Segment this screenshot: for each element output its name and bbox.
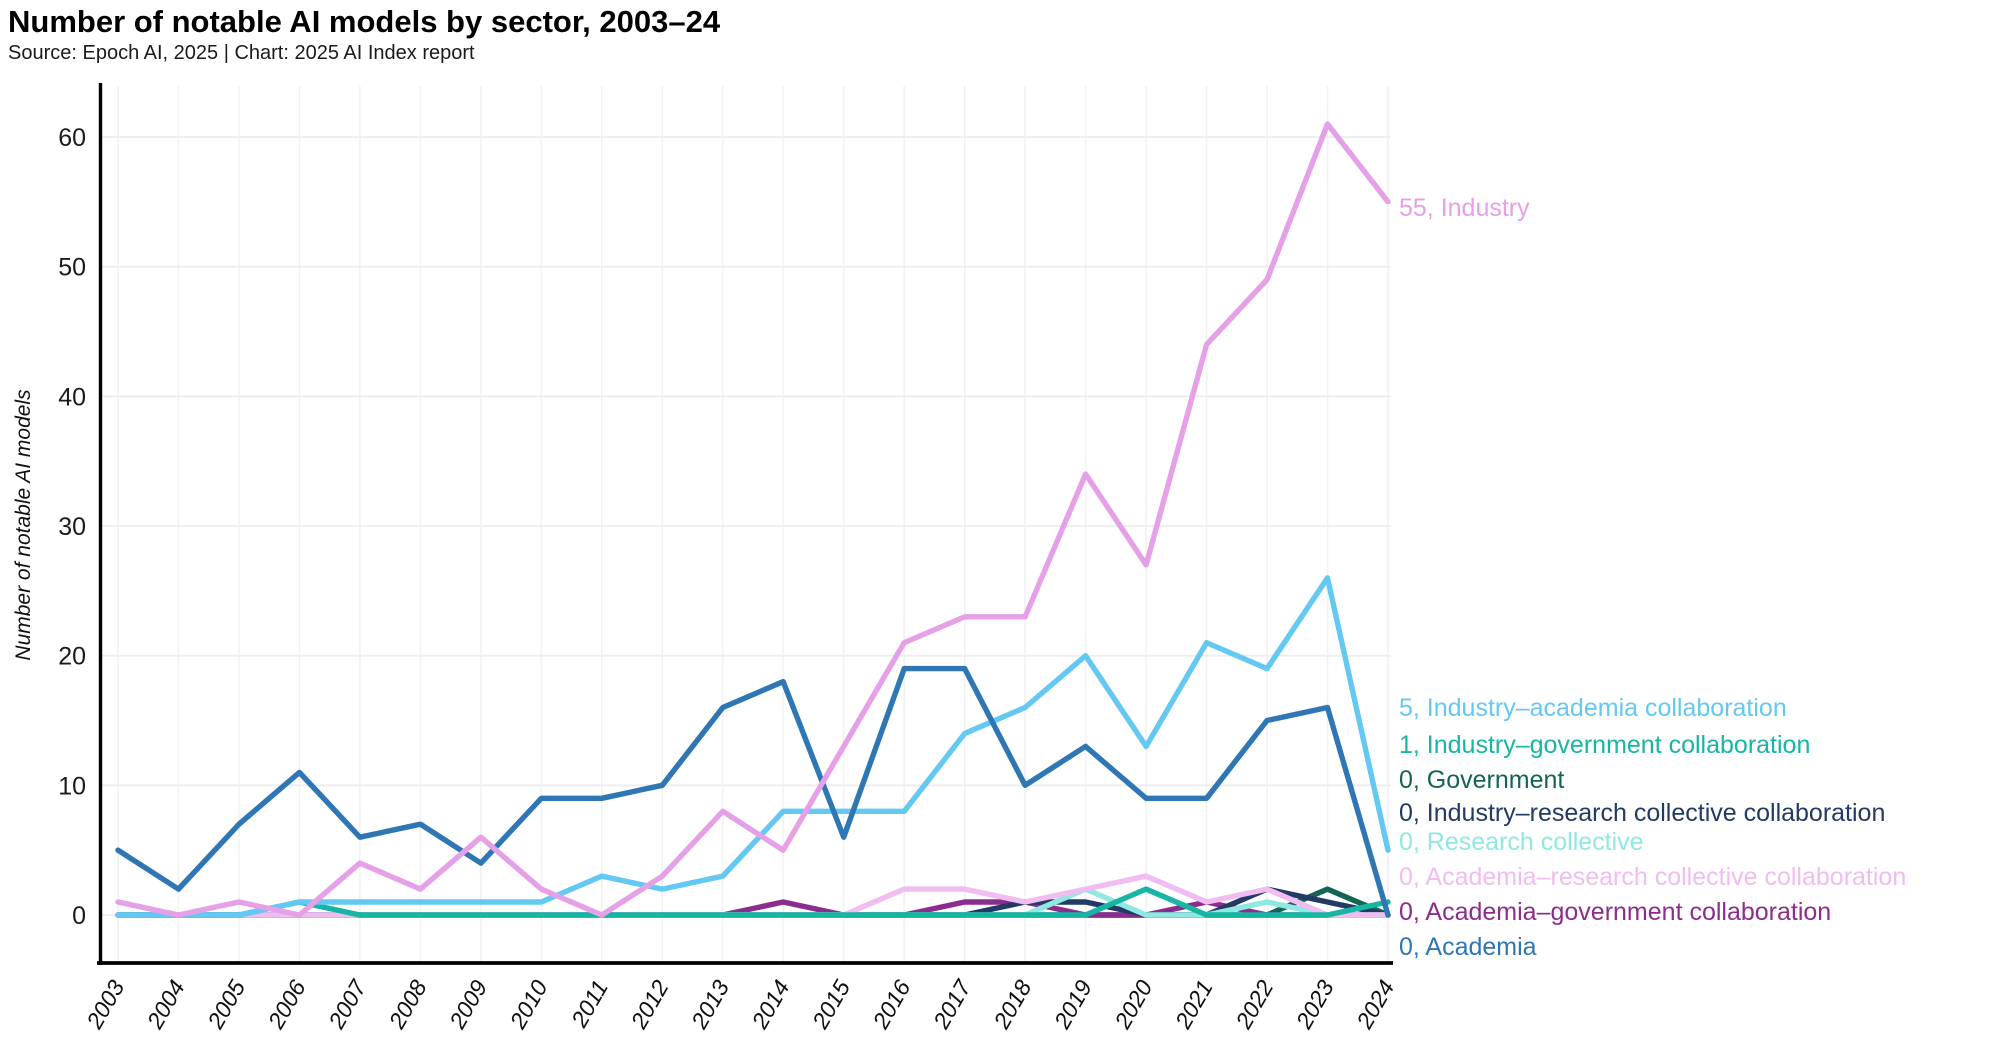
x-axis-tick-label: 2022 <box>1230 975 1279 1033</box>
x-axis-tick-label: 2012 <box>625 975 674 1033</box>
series-end-label-government: 0, Government <box>1399 766 1564 794</box>
y-axis-tick-label: 50 <box>58 254 86 282</box>
series-end-label-academia-research-collective-collaboration: 0, Academia–research collective collabor… <box>1399 863 1906 891</box>
series-end-label-industry-academia-collaboration: 5, Industry–academia collaboration <box>1399 694 1787 722</box>
series-end-label-academia-government-collaboration: 0, Academia–government collaboration <box>1399 898 1831 926</box>
x-axis-tick-label: 2017 <box>927 974 976 1033</box>
x-axis-tick-label: 2004 <box>141 976 190 1034</box>
x-axis-tick-label: 2013 <box>685 975 734 1033</box>
x-axis-tick-label: 2023 <box>1290 975 1339 1033</box>
x-axis-tick-label: 2010 <box>504 975 553 1033</box>
series-end-label-academia: 0, Academia <box>1399 933 1537 961</box>
x-axis-tick-label: 2018 <box>988 975 1037 1033</box>
x-axis-tick-label: 2016 <box>867 975 916 1033</box>
y-axis-tick-label: 20 <box>58 643 86 671</box>
x-axis-tick-label: 2005 <box>202 975 251 1033</box>
x-axis-tick-label: 2007 <box>323 974 372 1033</box>
series-line-industry-government-collaboration <box>115 886 1391 918</box>
y-axis-tick-label: 60 <box>58 124 86 152</box>
series-end-label-research-collective: 0, Research collective <box>1399 828 1644 856</box>
x-axis-tick-label: 2008 <box>383 975 432 1033</box>
x-axis-tick-label: 2011 <box>565 976 613 1033</box>
x-axis-tick-label: 2024 <box>1351 976 1400 1034</box>
page-subtitle: Source: Epoch AI, 2025 | Chart: 2025 AI … <box>8 42 475 64</box>
series-line-academia <box>115 665 1391 918</box>
x-axis-tick-label: 2019 <box>1048 975 1097 1033</box>
y-axis-title: Number of notable AI models <box>12 389 35 661</box>
y-axis-tick-label: 10 <box>58 772 86 800</box>
series-line-industry-academia-collaboration <box>115 575 1391 918</box>
x-axis-tick-label: 2021 <box>1169 976 1218 1034</box>
x-axis-tick-label: 2006 <box>262 975 311 1033</box>
page-title: Number of notable AI models by sector, 2… <box>8 4 721 39</box>
y-axis-tick-label: 40 <box>58 383 86 411</box>
x-axis-tick-label: 2014 <box>746 976 795 1034</box>
series-line-industry <box>115 121 1391 918</box>
series-end-label-industry: 55, Industry <box>1399 194 1530 222</box>
x-axis-tick-label: 2009 <box>444 975 493 1033</box>
y-axis-tick-label: 0 <box>72 902 86 930</box>
x-axis-tick-label: 2015 <box>806 975 855 1033</box>
series-end-label-industry-government-collaboration: 1, Industry–government collaboration <box>1399 731 1810 759</box>
y-axis-tick-label: 30 <box>58 513 86 541</box>
x-axis-tick-label: 2020 <box>1109 975 1158 1033</box>
x-axis-tick-label: 2003 <box>81 975 130 1033</box>
series-end-label-industry-research-collective-collaboration: 0, Industry–research collective collabor… <box>1399 799 1885 827</box>
